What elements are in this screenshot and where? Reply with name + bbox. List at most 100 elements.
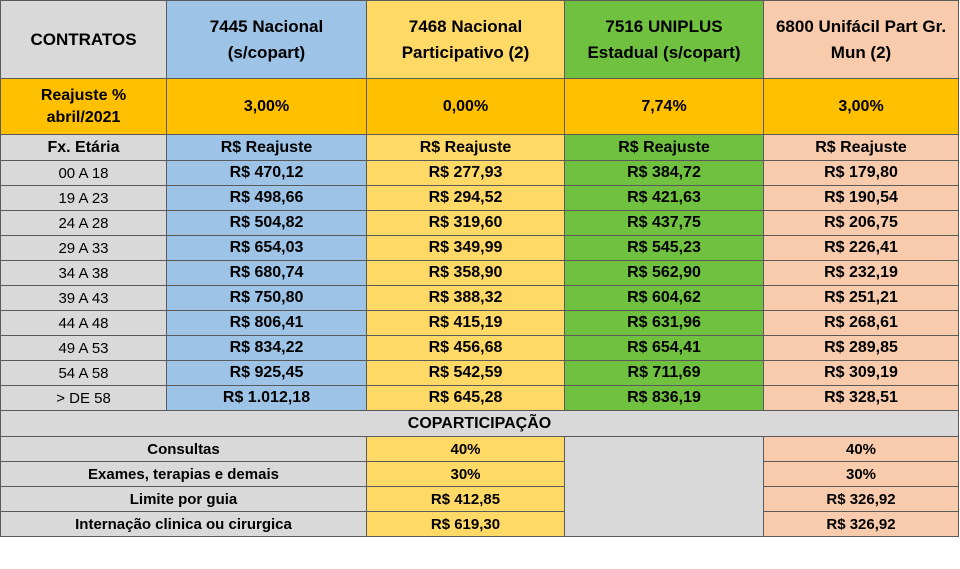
price-cell: R$ 421,63	[564, 185, 764, 211]
table-row: 00 A 18 R$ 470,12 R$ 277,93 R$ 384,72 R$…	[0, 160, 959, 186]
copart-section-row: COPARTICIPAÇÃO	[0, 410, 959, 437]
age-band: > DE 58	[0, 385, 167, 411]
price-cell: R$ 545,23	[564, 235, 764, 261]
price-cell: R$ 415,19	[366, 310, 565, 336]
price-cell: R$ 680,74	[166, 260, 367, 286]
copart-value-7468: R$ 619,30	[366, 511, 565, 537]
price-cell: R$ 268,61	[763, 310, 959, 336]
price-cell: R$ 470,12	[166, 160, 367, 186]
column-subheader: R$ Reajuste	[166, 134, 367, 161]
contract-header-7468: 7468 Nacional Participativo (2)	[366, 0, 565, 79]
contract-header-line1: 7445 Nacional	[209, 16, 324, 36]
reajuste-label-line2: abril/2021	[46, 108, 121, 126]
reajuste-label: Reajuste % abril/2021	[0, 78, 167, 135]
price-cell: R$ 834,22	[166, 335, 367, 361]
copart-value-7468: R$ 412,85	[366, 486, 565, 512]
price-cell: R$ 806,41	[166, 310, 367, 336]
copart-row: Exames, terapias e demais 30% 30%	[0, 461, 959, 487]
price-cell: R$ 226,41	[763, 235, 959, 261]
price-cell: R$ 604,62	[564, 285, 764, 311]
column-subheader: R$ Reajuste	[366, 134, 565, 161]
price-cell: R$ 654,41	[564, 335, 764, 361]
price-cell: R$ 179,80	[763, 160, 959, 186]
contracts-table: CONTRATOS 7445 Nacional (s/copart) 7468 …	[0, 0, 959, 537]
price-cell: R$ 309,19	[763, 360, 959, 386]
age-band: 29 A 33	[0, 235, 167, 261]
price-cell: R$ 206,75	[763, 210, 959, 236]
table-row: > DE 58 R$ 1.012,18 R$ 645,28 R$ 836,19 …	[0, 385, 959, 411]
price-cell: R$ 358,90	[366, 260, 565, 286]
copart-label: Internação clinica ou cirurgica	[0, 511, 367, 537]
copart-value-6800: R$ 326,92	[763, 486, 959, 512]
price-cell: R$ 631,96	[564, 310, 764, 336]
price-cell: R$ 319,60	[366, 210, 565, 236]
price-cell: R$ 750,80	[166, 285, 367, 311]
reajuste-value: 0,00%	[366, 78, 565, 135]
copart-row: Internação clinica ou cirurgica R$ 619,3…	[0, 511, 959, 537]
contract-header-line1: 7468 Nacional	[408, 16, 523, 36]
copart-row: Consultas 40% 40%	[0, 436, 959, 537]
price-cell: R$ 542,59	[366, 360, 565, 386]
copart-empty-7516	[564, 436, 764, 537]
price-cell: R$ 456,68	[366, 335, 565, 361]
price-cell: R$ 384,72	[564, 160, 764, 186]
table-row: 19 A 23 R$ 498,66 R$ 294,52 R$ 421,63 R$…	[0, 185, 959, 211]
table-row: 39 A 43 R$ 750,80 R$ 388,32 R$ 604,62 R$…	[0, 285, 959, 311]
price-cell: R$ 437,75	[564, 210, 764, 236]
reajuste-row: Reajuste % abril/2021 3,00% 0,00% 7,74% …	[0, 78, 959, 135]
header-row: CONTRATOS 7445 Nacional (s/copart) 7468 …	[0, 0, 959, 79]
age-band: 24 A 28	[0, 210, 167, 236]
contract-header-line1: 7516 UNIPLUS	[605, 16, 723, 36]
price-cell: R$ 498,66	[166, 185, 367, 211]
copart-value-7468: 40%	[366, 436, 565, 462]
price-cell: R$ 277,93	[366, 160, 565, 186]
contract-header-line2: (s/copart)	[227, 42, 306, 62]
subheader-row: Fx. Etária R$ Reajuste R$ Reajuste R$ Re…	[0, 134, 959, 161]
price-cell: R$ 251,21	[763, 285, 959, 311]
price-cell: R$ 504,82	[166, 210, 367, 236]
table-row: 29 A 33 R$ 654,03 R$ 349,99 R$ 545,23 R$…	[0, 235, 959, 261]
contract-header-line2: Participativo (2)	[401, 42, 530, 62]
age-band: 54 A 58	[0, 360, 167, 386]
age-band: 49 A 53	[0, 335, 167, 361]
price-cell: R$ 349,99	[366, 235, 565, 261]
contract-header-7516: 7516 UNIPLUS Estadual (s/copart)	[564, 0, 764, 79]
age-band: 44 A 48	[0, 310, 167, 336]
price-cell: R$ 836,19	[564, 385, 764, 411]
price-cell: R$ 232,19	[763, 260, 959, 286]
reajuste-value: 7,74%	[564, 78, 764, 135]
column-subheader: R$ Reajuste	[763, 134, 959, 161]
copart-label: Exames, terapias e demais	[0, 461, 367, 487]
copart-label: Consultas	[0, 436, 367, 462]
contracts-corner-label: CONTRATOS	[0, 0, 167, 79]
contract-header-line1: 6800 Unifácil Part Gr.	[775, 16, 947, 36]
copart-value-6800: R$ 326,92	[763, 511, 959, 537]
age-band: 00 A 18	[0, 160, 167, 186]
price-cell: R$ 654,03	[166, 235, 367, 261]
price-cell: R$ 1.012,18	[166, 385, 367, 411]
copart-row: Limite por guia R$ 412,85 R$ 326,92	[0, 486, 959, 512]
price-cell: R$ 289,85	[763, 335, 959, 361]
price-cell: R$ 925,45	[166, 360, 367, 386]
reajuste-value: 3,00%	[763, 78, 959, 135]
price-cell: R$ 388,32	[366, 285, 565, 311]
table-row: 49 A 53 R$ 834,22 R$ 456,68 R$ 654,41 R$…	[0, 335, 959, 361]
table-row: 54 A 58 R$ 925,45 R$ 542,59 R$ 711,69 R$…	[0, 360, 959, 386]
age-band: 19 A 23	[0, 185, 167, 211]
reajuste-value: 3,00%	[166, 78, 367, 135]
price-cell: R$ 711,69	[564, 360, 764, 386]
table-row: 34 A 38 R$ 680,74 R$ 358,90 R$ 562,90 R$…	[0, 260, 959, 286]
price-cell: R$ 294,52	[366, 185, 565, 211]
age-band: 34 A 38	[0, 260, 167, 286]
copart-label: Limite por guia	[0, 486, 367, 512]
copart-section-title: COPARTICIPAÇÃO	[0, 410, 959, 437]
age-band: 39 A 43	[0, 285, 167, 311]
table-row: 24 A 28 R$ 504,82 R$ 319,60 R$ 437,75 R$…	[0, 210, 959, 236]
contract-header-line2: Mun (2)	[830, 42, 892, 62]
contract-header-7445: 7445 Nacional (s/copart)	[166, 0, 367, 79]
column-subheader: R$ Reajuste	[564, 134, 764, 161]
price-cell: R$ 562,90	[564, 260, 764, 286]
price-cell: R$ 190,54	[763, 185, 959, 211]
contract-header-6800: 6800 Unifácil Part Gr. Mun (2)	[763, 0, 959, 79]
copart-value-6800: 30%	[763, 461, 959, 487]
